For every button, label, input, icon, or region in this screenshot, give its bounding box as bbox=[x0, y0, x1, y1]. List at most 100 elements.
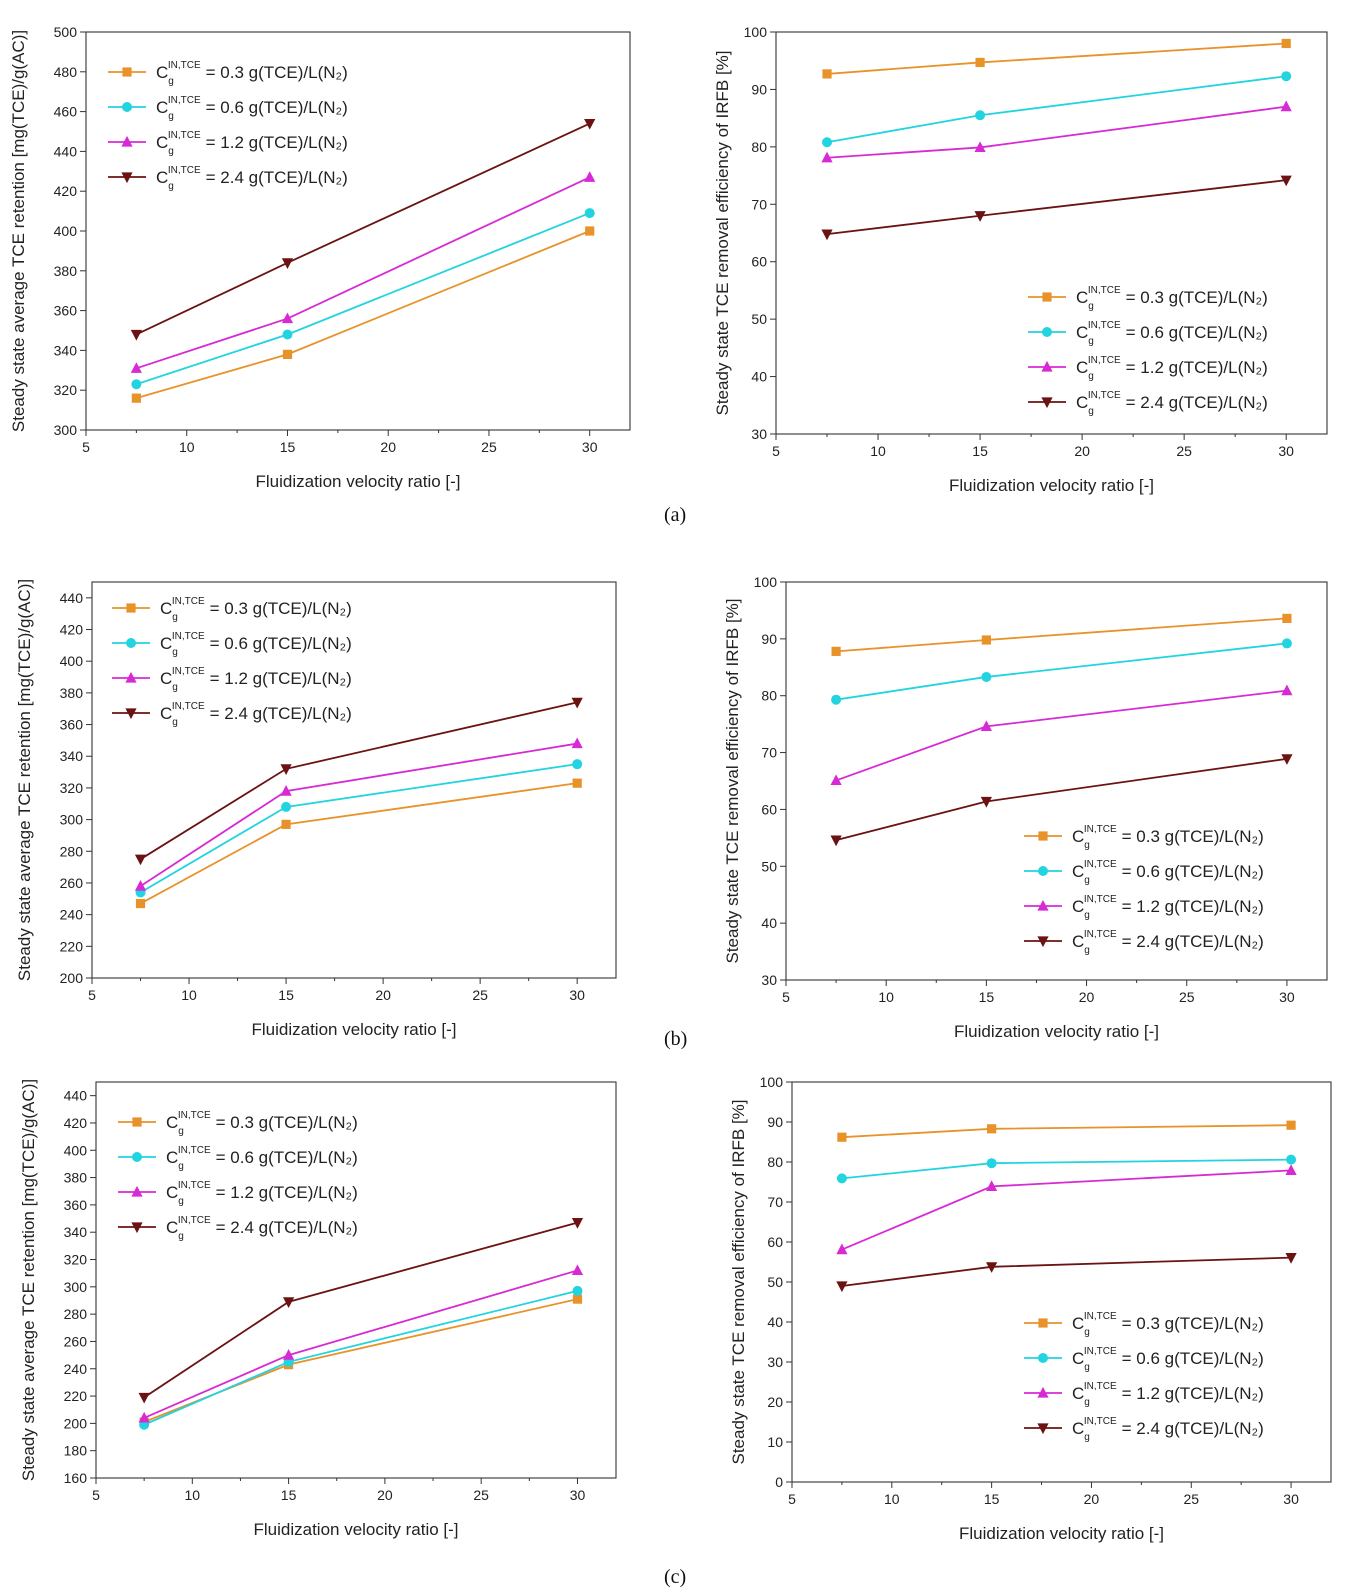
y-tick-label: 160 bbox=[64, 1470, 88, 1486]
x-tick-label: 30 bbox=[570, 1487, 586, 1503]
legend-entry: CgIN,TCE = 2.4 g(TCE)/L(N₂) bbox=[166, 1215, 358, 1242]
x-tick-label: 15 bbox=[984, 1491, 1000, 1507]
legend-marker bbox=[121, 135, 133, 147]
x-axis-label: Fluidization velocity ratio [-] bbox=[949, 476, 1154, 495]
legend-entry: CgIN,TCE = 2.4 g(TCE)/L(N₂) bbox=[156, 165, 348, 192]
y-tick-label: 280 bbox=[64, 1306, 88, 1322]
data-point bbox=[282, 1297, 295, 1308]
x-tick-label: 5 bbox=[782, 989, 790, 1005]
data-point bbox=[572, 759, 583, 770]
series-line bbox=[136, 212, 591, 386]
panel-label-b: (b) bbox=[664, 1028, 688, 1050]
data-point bbox=[585, 226, 595, 236]
y-tick-label: 480 bbox=[54, 64, 78, 80]
x-axis-label: Fluidization velocity ratio [-] bbox=[251, 1020, 456, 1039]
y-tick-label: 90 bbox=[767, 1114, 783, 1130]
x-tick-label: 10 bbox=[185, 1487, 201, 1503]
data-point bbox=[135, 898, 146, 909]
data-point bbox=[831, 694, 842, 705]
data-point bbox=[837, 1132, 847, 1142]
data-point bbox=[281, 801, 292, 812]
data-point bbox=[571, 737, 583, 749]
data-point bbox=[981, 671, 992, 682]
y-tick-label: 200 bbox=[60, 970, 84, 986]
legend-entry: CgIN,TCE = 2.4 g(TCE)/L(N₂) bbox=[1076, 390, 1268, 417]
x-tick-label: 20 bbox=[1084, 1491, 1100, 1507]
data-point bbox=[980, 720, 992, 732]
data-point bbox=[584, 208, 595, 219]
data-point bbox=[131, 379, 142, 390]
chart-b-efficiency: 5 10 15 20 25 30 30 40 50 60 70 80 90 100 Fluidization… bbox=[723, 574, 1328, 1041]
series-line bbox=[841, 1158, 1292, 1180]
data-point bbox=[571, 697, 583, 709]
legend-entry: CgIN,TCE = 0.3 g(TCE)/L(N₂) bbox=[1076, 285, 1268, 312]
y-tick-label: 400 bbox=[54, 223, 78, 239]
y-tick-label: 200 bbox=[64, 1415, 88, 1431]
y-tick-label: 50 bbox=[761, 858, 777, 874]
legend-marker bbox=[1042, 327, 1052, 337]
data-point bbox=[134, 854, 147, 866]
data-point bbox=[980, 796, 992, 808]
data-point bbox=[836, 1281, 848, 1293]
data-point bbox=[986, 1180, 998, 1191]
plot-frame bbox=[95, 1081, 617, 1479]
y-tick-label: 300 bbox=[54, 422, 78, 438]
y-tick-label: 380 bbox=[64, 1170, 88, 1186]
data-point bbox=[584, 171, 596, 182]
y-axis-label: Steady state TCE removal efficiency of I… bbox=[723, 598, 742, 963]
data-point bbox=[986, 1158, 997, 1169]
legend-marker bbox=[131, 1222, 143, 1234]
data-point bbox=[282, 349, 293, 359]
x-tick-label: 25 bbox=[481, 439, 497, 455]
series-line bbox=[841, 1124, 1292, 1139]
x-tick-label: 10 bbox=[870, 443, 886, 459]
data-point bbox=[836, 1243, 848, 1255]
y-tick-label: 50 bbox=[751, 311, 767, 327]
x-tick-label: 20 bbox=[380, 439, 396, 455]
y-tick-label: 70 bbox=[751, 196, 767, 212]
y-tick-label: 300 bbox=[64, 1279, 88, 1295]
series-line bbox=[143, 1290, 578, 1426]
legend-marker bbox=[1038, 1353, 1048, 1363]
y-tick-label: 420 bbox=[64, 1115, 88, 1131]
y-tick-label: 400 bbox=[64, 1142, 88, 1158]
data-point bbox=[836, 1173, 847, 1184]
y-tick-label: 460 bbox=[54, 104, 78, 120]
y-tick-label: 240 bbox=[60, 907, 84, 923]
y-tick-label: 80 bbox=[767, 1154, 783, 1170]
y-tick-label: 220 bbox=[60, 938, 84, 954]
x-tick-label: 20 bbox=[375, 987, 391, 1003]
data-point bbox=[822, 69, 832, 79]
data-point bbox=[134, 880, 147, 891]
y-tick-label: 340 bbox=[54, 342, 78, 358]
chart-a-efficiency: 5 10 15 20 25 30 30 40 50 60 70 80 90 100 Fluidization… bbox=[713, 24, 1328, 495]
y-tick-label: 500 bbox=[54, 24, 78, 40]
data-point bbox=[1280, 100, 1292, 112]
legend-marker bbox=[1041, 397, 1053, 409]
y-tick-label: 260 bbox=[64, 1333, 88, 1349]
y-tick-label: 50 bbox=[767, 1274, 783, 1290]
data-point bbox=[1282, 613, 1292, 623]
data-point bbox=[830, 835, 842, 847]
data-point bbox=[1286, 1120, 1296, 1130]
legend-marker bbox=[125, 708, 137, 720]
data-point bbox=[138, 1411, 150, 1423]
y-tick-label: 220 bbox=[64, 1388, 88, 1404]
y-tick-label: 360 bbox=[54, 303, 78, 319]
series-line bbox=[143, 1221, 578, 1399]
x-axis-label: Fluidization velocity ratio [-] bbox=[954, 1022, 1159, 1041]
plot-frame bbox=[775, 31, 1328, 435]
legend-marker bbox=[1038, 1318, 1048, 1328]
legend-entry: CgIN,TCE = 0.3 g(TCE)/L(N₂) bbox=[166, 1110, 358, 1137]
data-point bbox=[986, 1262, 998, 1273]
x-tick-label: 30 bbox=[569, 987, 585, 1003]
data-point bbox=[821, 229, 833, 241]
legend-marker bbox=[1038, 866, 1048, 876]
legend-entry: CgIN,TCE = 0.3 g(TCE)/L(N₂) bbox=[1072, 824, 1264, 851]
data-point bbox=[822, 137, 833, 148]
legend-marker bbox=[132, 1152, 142, 1162]
y-axis-label: Steady state TCE removal efficiency of I… bbox=[729, 1099, 748, 1464]
legend-marker bbox=[122, 67, 132, 77]
x-tick-label: 20 bbox=[1079, 989, 1095, 1005]
y-tick-label: 60 bbox=[761, 801, 777, 817]
